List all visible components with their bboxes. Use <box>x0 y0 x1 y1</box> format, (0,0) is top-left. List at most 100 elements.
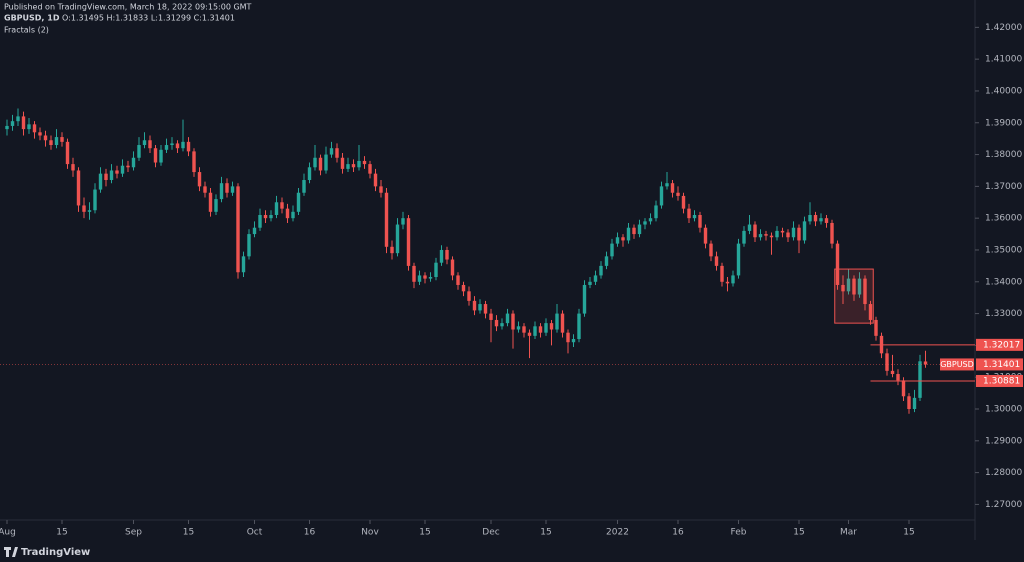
candle-body <box>109 170 114 181</box>
y-tick-label: 1.39000 <box>985 118 1022 128</box>
candle-body <box>38 132 42 136</box>
candle-body <box>368 164 372 174</box>
candle-body <box>27 124 31 130</box>
x-tick-label: Aug <box>0 528 16 538</box>
candle-body <box>390 246 394 254</box>
published-note: Published on TradingView.com, March 18, … <box>4 3 252 12</box>
candle-body <box>560 313 565 333</box>
candle-body <box>654 205 658 219</box>
candle-body <box>142 140 147 146</box>
candle-body <box>324 154 328 171</box>
ohlc-readout: O:1.31495 H:1.31833 L:1.31299 C:1.31401 <box>62 14 235 23</box>
candle-body <box>10 121 15 126</box>
y-tick-label: 1.27000 <box>985 500 1022 510</box>
candle-body <box>472 300 477 311</box>
candle-body <box>54 137 59 146</box>
candle-body <box>346 164 350 169</box>
candle-body <box>93 189 97 211</box>
candle-body <box>857 278 862 295</box>
candle-body <box>610 243 614 257</box>
x-tick-label: 15 <box>419 528 430 538</box>
candle-body <box>549 323 554 330</box>
candle-body <box>896 374 900 381</box>
candle-body <box>131 157 136 168</box>
y-tick-label: 1.38000 <box>985 150 1022 160</box>
candle-body <box>522 326 526 333</box>
candle-body <box>428 277 433 279</box>
candle-body <box>604 256 609 266</box>
candle-body <box>291 211 295 219</box>
candle-body <box>681 195 686 209</box>
candle-body <box>753 224 757 238</box>
candle-body <box>247 234 251 257</box>
y-tick-label: 1.40000 <box>985 86 1022 96</box>
candle-body <box>918 361 922 398</box>
candle-body <box>670 183 675 193</box>
candle-body <box>516 326 521 330</box>
candle-body <box>186 141 191 152</box>
candle-body <box>824 218 829 223</box>
candle-body <box>643 221 647 225</box>
candle-body <box>120 165 125 174</box>
candle-body <box>115 170 119 174</box>
candle-body <box>648 218 653 222</box>
candle-body <box>736 243 741 276</box>
candle-body <box>483 304 488 314</box>
candle-body <box>802 221 807 241</box>
candle-body <box>511 313 515 330</box>
candle-body <box>747 224 752 231</box>
candle-body <box>450 259 455 276</box>
x-tick-label: Nov <box>361 528 379 538</box>
candle-body <box>538 326 543 333</box>
candle-body <box>659 186 664 206</box>
candle-body <box>676 192 680 196</box>
x-tick-label: Dec <box>482 528 499 538</box>
candle-body <box>16 116 20 122</box>
last-price-box <box>976 358 1023 371</box>
candle-body <box>274 202 279 215</box>
candle-body <box>478 304 482 311</box>
y-tick-label: 1.35000 <box>985 245 1022 255</box>
brand-logo: TradingView <box>4 547 90 558</box>
candle-body <box>797 227 801 241</box>
candle-body <box>720 265 724 282</box>
candle-body <box>236 186 240 273</box>
candle-body <box>714 256 719 266</box>
candle-body <box>709 243 713 257</box>
candle-body <box>835 243 840 285</box>
candle-body <box>351 164 356 168</box>
candle-body <box>769 235 774 238</box>
candle-body <box>467 291 471 301</box>
candle-body <box>65 141 70 165</box>
candle-body <box>98 173 103 190</box>
candle-body <box>703 227 708 244</box>
candle-body <box>153 148 158 163</box>
candle-body <box>533 326 537 336</box>
candle-body <box>626 227 631 241</box>
candle-body <box>494 319 499 327</box>
candle-body <box>148 140 152 149</box>
level-label: 1.30881 <box>983 376 1020 386</box>
candle-body <box>791 227 796 238</box>
candle-body <box>687 208 691 219</box>
candle-body <box>742 230 746 244</box>
x-tick-label: Feb <box>731 528 747 538</box>
candle-body <box>203 186 207 193</box>
candle-body <box>907 396 911 410</box>
x-tick-label: 15 <box>183 528 194 538</box>
candle-body <box>417 275 422 282</box>
candle-body <box>890 370 895 375</box>
candle-body <box>76 170 81 206</box>
candle-body <box>263 214 268 219</box>
candle-body <box>588 281 592 285</box>
plot-area <box>5 108 928 414</box>
candle-body <box>340 157 345 169</box>
candle-body <box>423 275 427 279</box>
x-tick-label: 16 <box>304 528 316 538</box>
candle-body <box>307 167 312 181</box>
candle-body <box>126 165 130 168</box>
candle-body <box>775 230 779 238</box>
candle-body <box>384 192 389 247</box>
candle-body <box>21 116 26 130</box>
